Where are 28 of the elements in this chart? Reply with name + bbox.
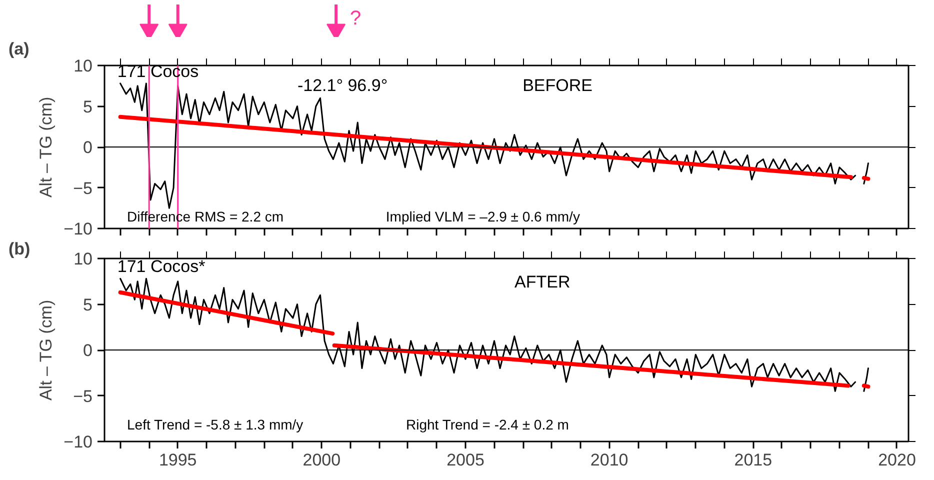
y-tick-label: 0 xyxy=(83,341,93,360)
annotation: Right Trend = -2.4 ± 0.2 m xyxy=(406,416,569,432)
y-tick-label: 10 xyxy=(74,56,93,76)
annotation: -12.1° 96.9° xyxy=(297,76,388,95)
x-tick-label: 2000 xyxy=(302,450,341,470)
y-axis-title: Alt – TG (cm) xyxy=(36,96,56,198)
annotation: Implied VLM = –2.9 ± 0.6 mm/y xyxy=(386,208,580,224)
x-tick-label: 2010 xyxy=(590,450,628,470)
chart-title: (a) xyxy=(8,40,30,58)
annotation: AFTER xyxy=(514,272,570,292)
x-tick-label: 1995 xyxy=(158,450,197,470)
annotation: Left Trend = -5.8 ± 1.3 mm/y xyxy=(127,416,304,432)
y-tick-label: −10 xyxy=(64,432,93,452)
x-tick-label: 2005 xyxy=(446,450,484,470)
annotation: 171 Cocos* xyxy=(117,256,206,276)
x-tick-label: 2015 xyxy=(734,450,772,470)
x-tick-label: 2020 xyxy=(878,450,916,470)
y-tick-label: 5 xyxy=(83,97,93,116)
y-tick-label: 10 xyxy=(74,250,93,268)
y-tick-label: −10 xyxy=(64,220,93,238)
y-axis-title: Alt – TG (cm) xyxy=(36,300,56,401)
y-tick-label: −5 xyxy=(73,178,93,198)
y-tick-label: 0 xyxy=(83,138,93,157)
y-tick-label: 5 xyxy=(83,295,93,314)
y-tick-label: −5 xyxy=(73,386,93,406)
annotation: BEFORE xyxy=(522,76,592,95)
text: ? xyxy=(350,8,362,30)
chart-title: (b) xyxy=(8,240,30,258)
